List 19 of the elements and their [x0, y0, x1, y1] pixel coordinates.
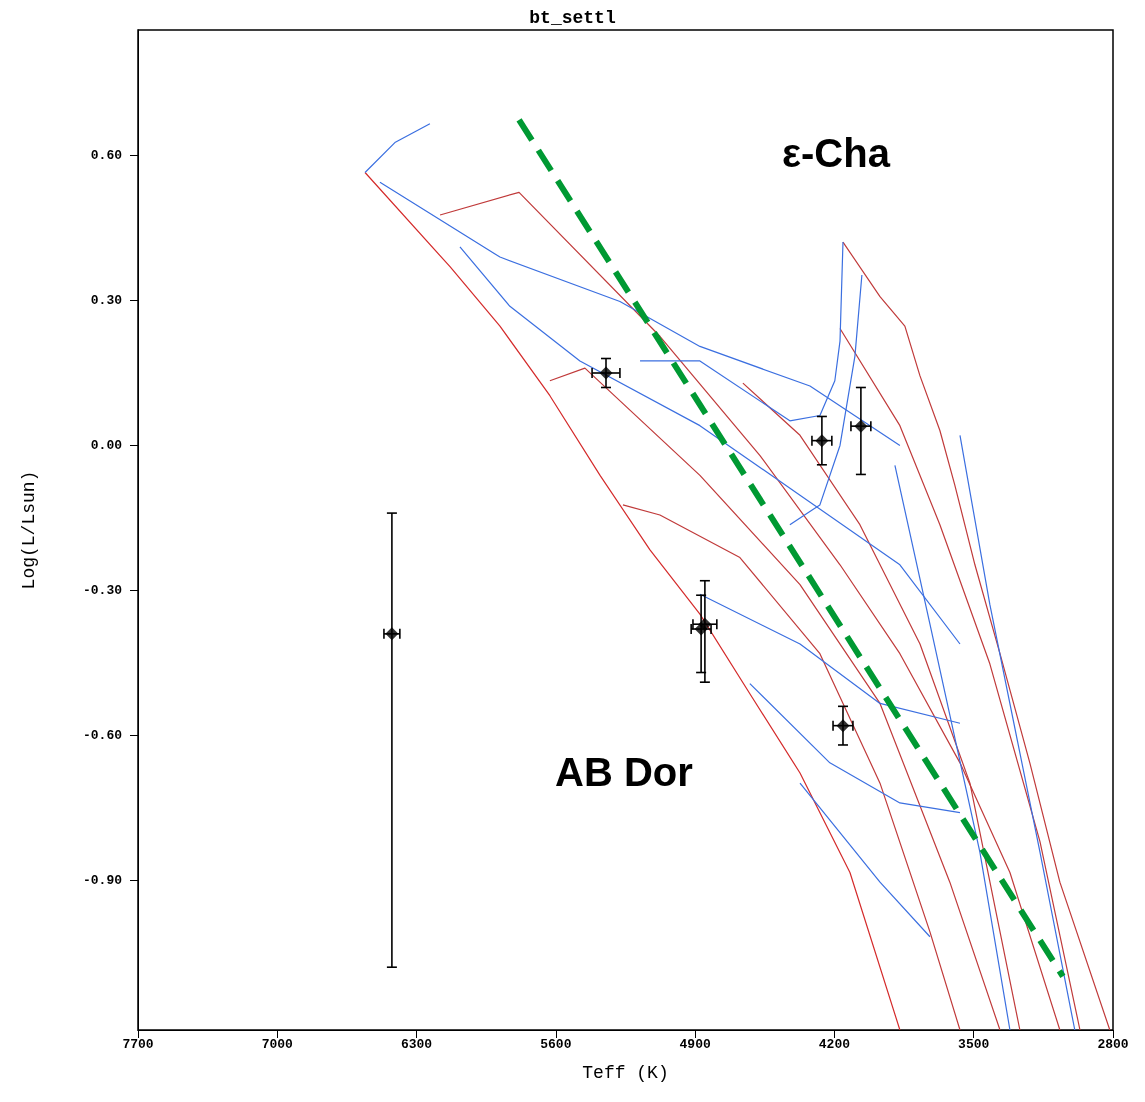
- annotation: AB Dor: [555, 750, 693, 794]
- x-axis-title: Teff (K): [582, 1063, 669, 1083]
- y-axis-title: Log(L/Lsun): [19, 470, 39, 590]
- annotation: ε-Cha: [782, 131, 891, 175]
- x-tick-label: 2800: [1097, 1037, 1129, 1052]
- y-tick-label: -0.90: [82, 872, 123, 888]
- y-tick-label: -0.30: [82, 582, 123, 598]
- x-tick-label: 7000: [261, 1037, 294, 1052]
- x-tick-label: 7700: [122, 1037, 154, 1052]
- x-tick-label: 4900: [679, 1037, 711, 1052]
- x-tick-label: 5600: [540, 1037, 572, 1052]
- y-tick-label: 0.60: [90, 148, 123, 164]
- x-tick-label: 3500: [958, 1037, 990, 1052]
- x-tick-label: 6300: [400, 1037, 433, 1052]
- y-tick-label: 0.00: [90, 437, 123, 453]
- chart-title: bt_settl: [529, 8, 616, 28]
- y-tick-label: -0.60: [82, 727, 123, 743]
- y-tick-label: 0.30: [90, 293, 123, 309]
- x-tick-label: 4200: [818, 1037, 851, 1052]
